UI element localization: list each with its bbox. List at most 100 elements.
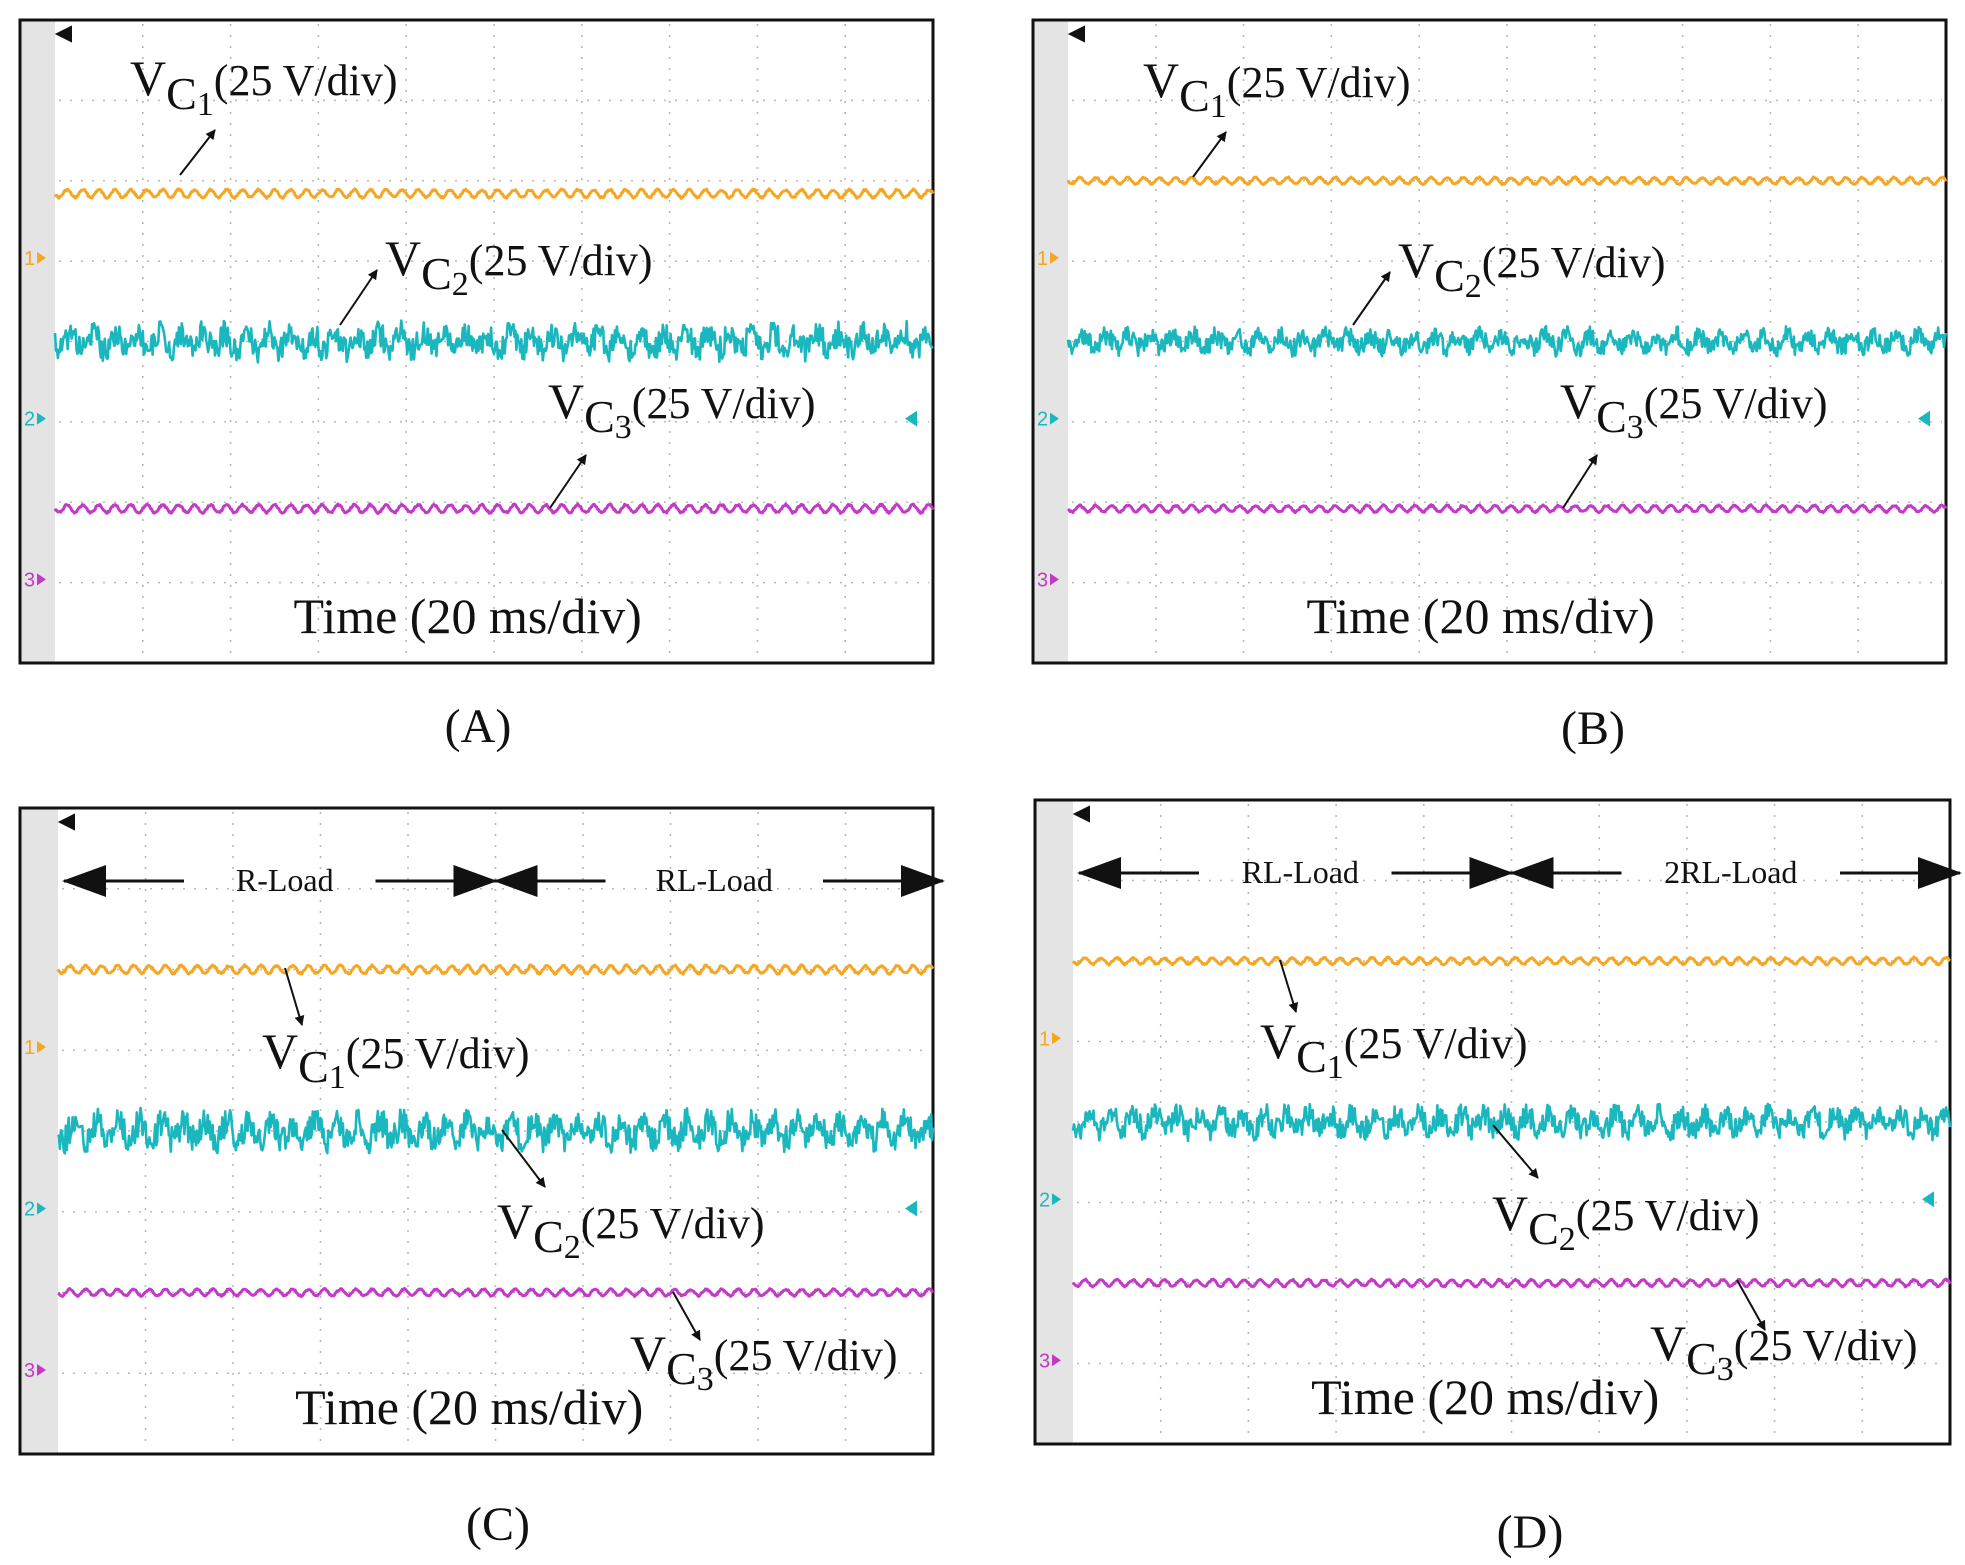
label-sub: C [1434,250,1465,301]
trace-vc1 [1066,175,1948,187]
channel-marker-2: 2 [1037,409,1048,431]
channel-marker-arrow-icon [1052,1193,1061,1206]
label-main: V [548,373,584,429]
label-sub: C [421,248,452,299]
label-sub-index: 2 [452,266,469,303]
scope-grid [1077,804,1946,1440]
channel-marker-3: 3 [24,1360,35,1382]
label-main: V [1260,1013,1296,1069]
load-region-label-1: R-Load [236,862,334,898]
channel-marker-3: 3 [1037,569,1048,591]
channel-marker-arrow-icon [1050,573,1059,586]
label-sub: C [533,1211,564,1262]
label-main: V [630,1325,666,1381]
channel-marker-arrow-icon [37,1202,46,1215]
label-sub: C [1179,70,1210,121]
label-sub: C [298,1041,329,1092]
channel-marker-arrow-icon [1050,251,1059,264]
scope-left-strip [21,21,55,662]
label-scale: (25 V/div) [469,236,653,285]
channel-marker-1: 1 [1039,1028,1050,1050]
label-scale: (25 V/div) [632,379,816,428]
label-scale: (25 V/div) [1344,1019,1528,1068]
label-sub-index: 3 [615,409,632,446]
trigger-marker-icon [1072,805,1090,823]
label-scale: (25 V/div) [1644,379,1828,428]
label-sub-index: 2 [1465,268,1482,305]
label-sub: C [1686,1333,1717,1384]
label-main: V [1398,232,1434,288]
label-vc3: VC3(25 V/div) [548,373,816,446]
ch2-cursor-icon [905,410,917,427]
label-arrow [1562,454,1598,509]
trigger-marker-icon [54,25,72,43]
scope-grid [59,24,929,659]
scope-left-strip [1036,801,1073,1443]
label-arrow [501,1129,546,1188]
channel-marker-arrow-icon [1052,1032,1061,1045]
trace-vc1 [53,187,935,200]
time-scale-label: Time (20 ms/div) [294,588,642,644]
trigger-marker-icon [1067,25,1085,43]
channel-marker-2: 2 [1039,1189,1050,1211]
label-main: V [1492,1185,1528,1241]
load-region-label-2: 2RL-Load [1664,854,1797,890]
panel-caption-d: (D) [1497,1506,1564,1559]
channel-marker-1: 1 [24,248,35,270]
label-sub-index: 2 [564,1229,581,1266]
label-vc3: VC3(25 V/div) [1560,373,1828,446]
time-scale-label: Time (20 ms/div) [1311,1369,1659,1425]
panel-caption-a: (A) [445,700,512,753]
channel-marker-arrow-icon [37,251,46,264]
label-sub-index: 3 [1627,409,1644,446]
channel-marker-arrow-icon [37,1364,46,1377]
label-vc3: VC3(25 V/div) [1650,1315,1918,1388]
label-main: V [1650,1315,1686,1371]
label-sub-index: 1 [1210,88,1227,125]
trigger-marker-icon [57,813,75,831]
label-arrow [1736,1279,1766,1331]
label-vc1: VC1(25 V/div) [130,50,398,123]
label-vc2: VC2(25 V/div) [1398,232,1666,305]
label-scale: (25 V/div) [714,1331,898,1380]
trace-vc2 [1071,1102,1952,1143]
label-scale: (25 V/div) [1482,238,1666,287]
channel-marker-arrow-icon [1050,412,1059,425]
channel-marker-arrow-icon [1052,1354,1061,1367]
label-arrow [549,454,587,509]
ch2-cursor-icon [1918,410,1930,427]
label-vc2: VC2(25 V/div) [497,1193,765,1266]
ch2-cursor-icon [905,1200,917,1217]
label-sub-index: 1 [197,86,214,123]
label-sub-index: 1 [1327,1049,1344,1086]
label-sub: C [166,68,197,119]
label-vc2: VC2(25 V/div) [1492,1185,1760,1258]
channel-marker-3: 3 [24,569,35,591]
channel-marker-2: 2 [24,409,35,431]
label-sub: C [666,1343,697,1394]
label-arrow [1492,1124,1539,1179]
label-scale: (25 V/div) [581,1199,765,1248]
label-vc1: VC1(25 V/div) [1260,1013,1528,1086]
trace-vc3 [53,502,935,515]
label-main: V [385,230,421,286]
channel-marker-1: 1 [1037,248,1048,270]
trace-vc1 [1071,955,1951,967]
time-scale-label: Time (20 ms/div) [1307,588,1655,644]
label-main: V [262,1023,298,1079]
time-scale-label: Time (20 ms/div) [295,1379,643,1435]
channel-marker-arrow-icon [37,573,46,586]
panel-caption-b: (B) [1561,702,1625,755]
label-sub-index: 2 [1559,1221,1576,1258]
label-scale: (25 V/div) [214,56,398,105]
label-sub: C [1596,391,1627,442]
label-sub: C [584,391,615,442]
trace-vc2 [56,1106,935,1155]
channel-marker-3: 3 [1039,1350,1050,1372]
label-vc1: VC1(25 V/div) [262,1023,530,1096]
